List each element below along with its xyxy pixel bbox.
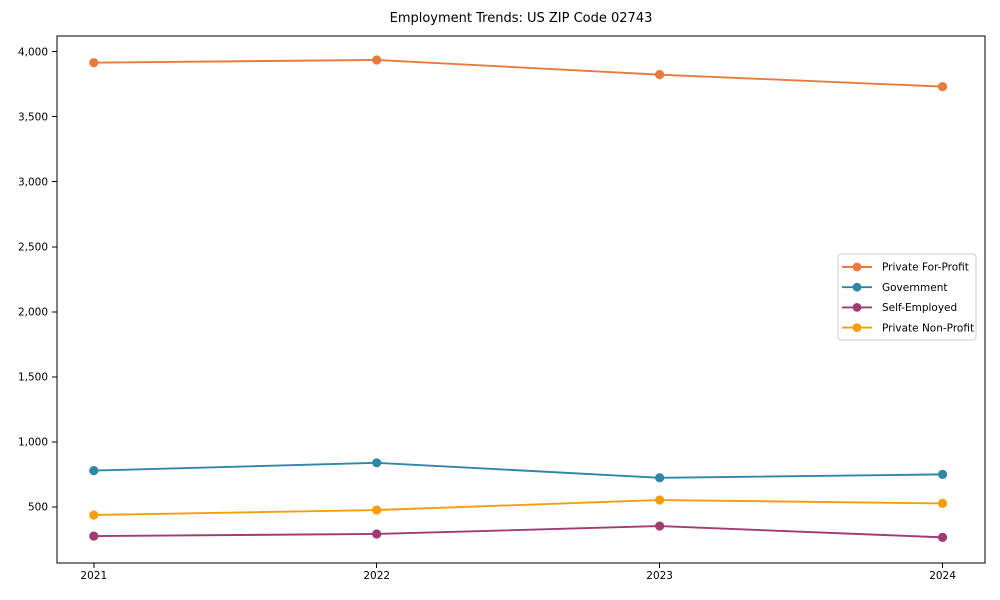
data-point-private-for-profit-2022 bbox=[372, 55, 382, 65]
legend-box bbox=[837, 253, 977, 341]
x-tick-label: 2021 bbox=[80, 570, 107, 582]
legend-label: Government bbox=[882, 282, 947, 294]
data-point-self-employed-2021 bbox=[89, 531, 99, 541]
legend-marker bbox=[852, 323, 862, 332]
data-point-private-for-profit-2021 bbox=[89, 58, 99, 68]
data-point-government-2022 bbox=[372, 458, 382, 468]
data-point-self-employed-2022 bbox=[372, 529, 382, 539]
data-point-private-for-profit-2024 bbox=[937, 82, 948, 92]
y-tick-label: 500 bbox=[28, 502, 48, 514]
x-tick-label: 2022 bbox=[363, 570, 390, 582]
series-line-government bbox=[92, 461, 944, 479]
x-tick-label: 2023 bbox=[646, 570, 673, 582]
series-line-private-for-profit bbox=[92, 58, 944, 88]
data-point-private-non-profit-2023 bbox=[655, 495, 665, 505]
legend-label: Private For-Profit bbox=[882, 262, 969, 274]
data-point-government-2024 bbox=[937, 469, 948, 479]
legend-entry-self-employed: Self-Employed bbox=[842, 302, 957, 314]
data-point-private-non-profit-2022 bbox=[372, 505, 382, 515]
legend-entry-private-non-profit: Private Non-Profit bbox=[842, 322, 974, 334]
y-tick-label: 3,000 bbox=[18, 176, 48, 188]
legend-marker bbox=[852, 282, 862, 292]
y-tick-label: 4,000 bbox=[18, 46, 48, 58]
chart-title: Employment Trends: US ZIP Code 02743 bbox=[389, 11, 653, 26]
series-line-private-non-profit bbox=[92, 499, 944, 516]
y-tick-label: 2,000 bbox=[18, 307, 48, 319]
y-tick-label: 3,500 bbox=[18, 111, 48, 123]
legend-marker bbox=[852, 303, 862, 312]
legend-entry-private-for-profit: Private For-Profit bbox=[842, 262, 969, 274]
series-line-self-employed bbox=[92, 525, 944, 539]
data-point-private-non-profit-2024 bbox=[937, 498, 948, 509]
data-point-private-non-profit-2021 bbox=[89, 510, 99, 520]
data-point-self-employed-2023 bbox=[655, 521, 665, 531]
data-point-self-employed-2024 bbox=[937, 532, 948, 542]
data-point-government-2021 bbox=[89, 466, 99, 476]
data-point-government-2023 bbox=[655, 473, 665, 483]
y-tick-label: 1,000 bbox=[18, 437, 48, 449]
y-tick-label: 1,500 bbox=[18, 372, 48, 384]
x-tick-label: 2024 bbox=[929, 570, 956, 582]
plot-border bbox=[56, 35, 986, 564]
legend-label: Private Non-Profit bbox=[882, 322, 974, 334]
data-point-private-for-profit-2023 bbox=[655, 70, 665, 80]
legend-label: Self-Employed bbox=[882, 302, 957, 314]
legend-entry-government: Government bbox=[842, 282, 947, 294]
y-tick-label: 2,500 bbox=[18, 242, 48, 254]
legend: Private For-Profit Government Self-Employe… bbox=[837, 253, 977, 341]
legend-marker bbox=[852, 262, 862, 272]
